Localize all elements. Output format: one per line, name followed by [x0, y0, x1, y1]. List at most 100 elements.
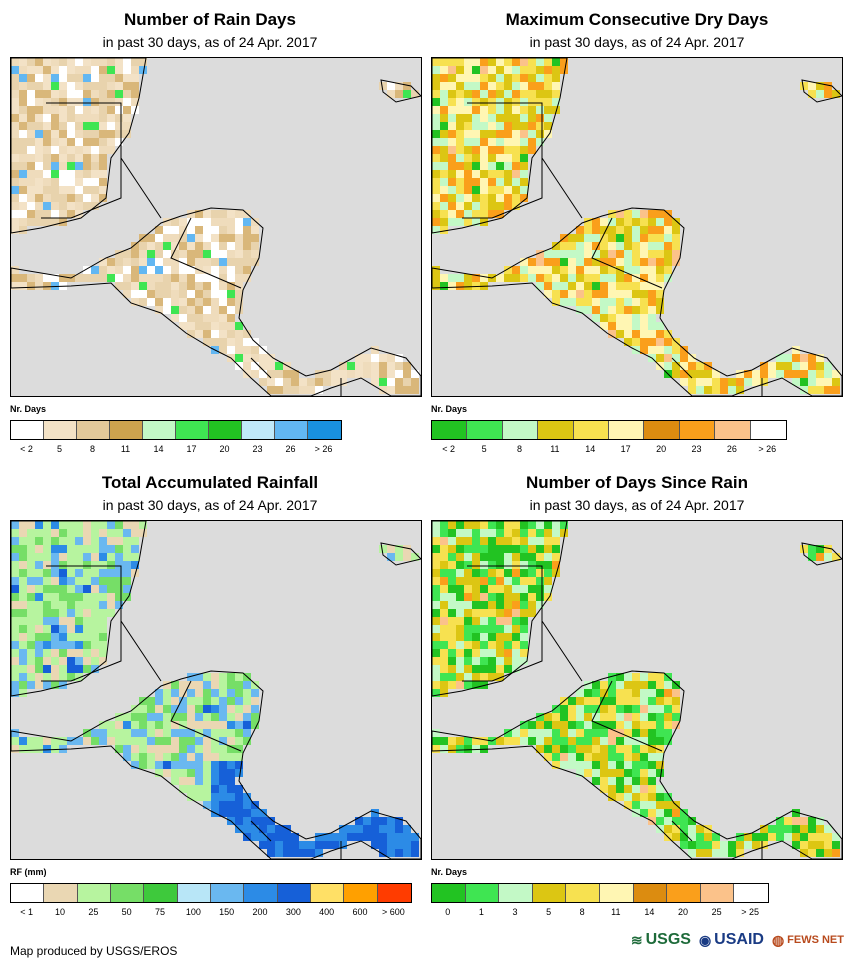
grid-cell [528, 585, 536, 593]
grid-cell [27, 170, 35, 178]
grid-cell [576, 745, 584, 753]
grid-cell [624, 306, 632, 314]
grid-cell [824, 833, 832, 841]
grid-cell [504, 82, 512, 90]
grid-cell [672, 258, 680, 266]
grid-cell [99, 601, 107, 609]
grid-cell [824, 370, 832, 378]
grid-cell [464, 737, 472, 745]
grid-cell [187, 282, 195, 290]
grid-cell [283, 378, 291, 386]
grid-cell [632, 258, 640, 266]
map-credit: Map produced by USGS/EROS [10, 944, 178, 958]
grid-cell [440, 274, 448, 282]
grid-cell [448, 74, 456, 82]
grid-cell [51, 521, 59, 529]
grid-cell [131, 258, 139, 266]
grid-cell [59, 641, 67, 649]
grid-cell [584, 681, 592, 689]
grid-cell [776, 370, 784, 378]
grid-cell [19, 282, 27, 290]
grid-cell [43, 90, 51, 98]
grid-cell [512, 649, 520, 657]
grid-cell [35, 146, 43, 154]
grid-cell [219, 218, 227, 226]
grid-cell [512, 98, 520, 106]
grid-cell [632, 753, 640, 761]
grid-cell [784, 370, 792, 378]
grid-cell [472, 681, 480, 689]
legend-bar [10, 420, 342, 440]
grid-cell [19, 745, 27, 753]
grid-cell [432, 122, 440, 130]
legend-swatch [308, 421, 341, 439]
grid-cell [720, 378, 728, 386]
grid-cell [456, 577, 464, 585]
grid-cell [520, 721, 528, 729]
grid-cell [512, 82, 520, 90]
grid-cell [51, 66, 59, 74]
grid-cell [99, 130, 107, 138]
grid-cell [488, 114, 496, 122]
grid-cell [440, 146, 448, 154]
grid-cell [536, 577, 544, 585]
grid-cell [243, 258, 251, 266]
grid-cell [648, 338, 656, 346]
grid-cell [520, 130, 528, 138]
grid-cell [99, 633, 107, 641]
grid-cell [19, 689, 27, 697]
grid-cell [395, 386, 403, 394]
grid-cell [83, 553, 91, 561]
grid-cell [171, 290, 179, 298]
grid-cell [155, 769, 163, 777]
grid-cell [472, 641, 480, 649]
grid-cell [464, 529, 472, 537]
grid-cell [203, 290, 211, 298]
legend-ticks: < 1 10 25 50 75 100 150 200 300 400 600 > 600 [10, 907, 410, 919]
grid-cell [488, 58, 496, 66]
grid-cell [211, 250, 219, 258]
grid-cell [83, 657, 91, 665]
legend-unit: Nr. Days [431, 867, 468, 877]
grid-cell [11, 657, 19, 665]
grid-cell [616, 705, 624, 713]
grid-cell [123, 122, 131, 130]
grid-cell [51, 170, 59, 178]
grid-cell [640, 705, 648, 713]
grid-cell [35, 673, 43, 681]
grid-cell [371, 354, 379, 362]
grid-cell [576, 250, 584, 258]
grid-cell [504, 202, 512, 210]
grid-cell [363, 817, 371, 825]
grid-cell [648, 330, 656, 338]
grid-cell [11, 114, 19, 122]
grid-cell [75, 585, 83, 593]
grid-cell [432, 521, 440, 529]
grid-cell [496, 186, 504, 194]
grid-cell [211, 729, 219, 737]
grid-cell [464, 58, 472, 66]
grid-cell [299, 841, 307, 849]
grid-cell [35, 553, 43, 561]
grid-cell [664, 793, 672, 801]
grid-cell [552, 250, 560, 258]
grid-cell [219, 745, 227, 753]
grid-cell [600, 234, 608, 242]
grid-cell [776, 354, 784, 362]
grid-cell [544, 745, 552, 753]
grid-cell [59, 537, 67, 545]
grid-cell [99, 577, 107, 585]
grid-cell [448, 274, 456, 282]
grid-cell [155, 745, 163, 753]
grid-cell [552, 761, 560, 769]
grid-cell [456, 146, 464, 154]
grid-cell [115, 721, 123, 729]
grid-cell [395, 849, 403, 857]
legend-swatch [210, 884, 245, 902]
grid-cell [488, 66, 496, 74]
grid-cell [624, 274, 632, 282]
grid-cell [792, 841, 800, 849]
grid-cell [195, 721, 203, 729]
legend-label: 400 [319, 907, 335, 917]
grid-cell [736, 370, 744, 378]
